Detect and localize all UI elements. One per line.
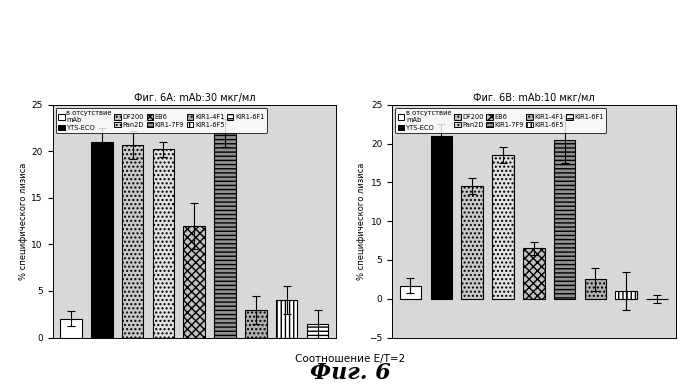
Bar bbox=[307, 324, 328, 338]
Bar bbox=[91, 142, 113, 338]
Legend: в отсутствие
mAb, YTS-ECO, DF200, Pan2D, EB6, KIR1-7F9, KIR1-4F1, KIR1-6F5, KIR1: в отсутствие mAb, YTS-ECO, DF200, Pan2D,… bbox=[56, 108, 267, 133]
Bar bbox=[584, 279, 606, 299]
Bar bbox=[400, 286, 421, 299]
Bar bbox=[183, 226, 205, 338]
Title: Фиг. 6В: mAb:10 мкг/мл: Фиг. 6В: mAb:10 мкг/мл bbox=[473, 93, 594, 102]
Bar bbox=[430, 136, 452, 299]
Legend: в отсутствие
mAb, YTS-ECO, DF200, Pan2D, EB6, KIR1-7F9, KIR1-4F1, KIR1-6F5, KIR1: в отсутствие mAb, YTS-ECO, DF200, Pan2D,… bbox=[395, 108, 606, 133]
Bar bbox=[523, 248, 545, 299]
Bar bbox=[122, 145, 144, 338]
Text: Соотношение E/T=2: Соотношение E/T=2 bbox=[295, 354, 405, 364]
Text: Фиг. 6: Фиг. 6 bbox=[309, 362, 391, 384]
Bar bbox=[276, 300, 298, 338]
Bar bbox=[245, 310, 267, 338]
Title: Фиг. 6А: mAb:30 мкг/мл: Фиг. 6А: mAb:30 мкг/мл bbox=[134, 93, 255, 102]
Bar bbox=[214, 133, 236, 338]
Bar bbox=[554, 140, 575, 299]
Bar bbox=[461, 186, 483, 299]
Bar bbox=[492, 155, 514, 299]
Bar bbox=[60, 319, 82, 338]
Y-axis label: % специфического лизиса: % специфического лизиса bbox=[357, 163, 366, 280]
Y-axis label: % специфического лизиса: % специфического лизиса bbox=[20, 163, 29, 280]
Bar bbox=[615, 291, 637, 299]
Bar bbox=[153, 149, 174, 338]
